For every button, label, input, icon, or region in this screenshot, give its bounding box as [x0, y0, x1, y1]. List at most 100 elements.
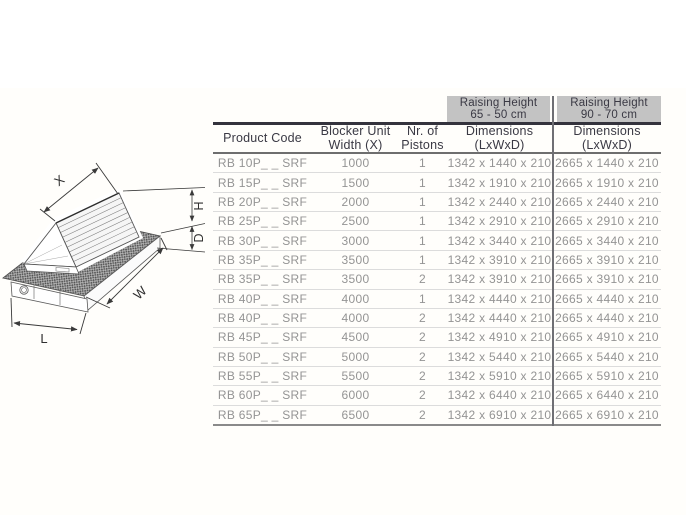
cell-product-code: RB 10P_ _ SRF — [217, 156, 308, 171]
table-row: RB 60P_ _ SRF 6000 2 1342 x 6440 x 210 2… — [213, 386, 661, 406]
cell-dimensions-65-50: 1342 x 5910 x 210 — [447, 369, 552, 384]
cell-dimensions-65-50: 1342 x 2440 x 210 — [447, 194, 552, 209]
cell-product-code: RB 40P_ _ SRF — [217, 311, 308, 326]
column-header-product-code: Product Code — [223, 130, 302, 145]
cell-blocker-unit-width: 6000 — [341, 388, 370, 403]
label-d: D — [192, 233, 206, 242]
cell-nr-of-pistons: 1 — [419, 194, 426, 209]
cell-dimensions-65-50: 1342 x 4440 x 210 — [447, 291, 552, 306]
table-row: RB 45P_ _ SRF 4500 2 1342 x 4910 x 210 2… — [213, 328, 661, 348]
dimension-h-d — [122, 187, 206, 253]
table-row: RB 40P_ _ SRF 4000 1 1342 x 4440 x 210 2… — [213, 290, 661, 309]
header-bottom-rule — [213, 152, 661, 154]
cell-nr-of-pistons: 1 — [419, 233, 426, 248]
dimension-w — [85, 237, 168, 309]
flap-ribs — [57, 197, 138, 263]
cell-product-code: RB 15P_ _ SRF — [217, 175, 308, 190]
cell-dimensions-90-70: 2665 x 1440 x 210 — [555, 156, 659, 171]
cell-dimensions-90-70: 2665 x 4440 x 210 — [555, 291, 659, 306]
cell-dimensions-65-50: 1342 x 4440 x 210 — [447, 311, 552, 326]
cell-blocker-unit-width: 5500 — [341, 369, 370, 384]
dimension-x — [39, 162, 119, 222]
cell-blocker-unit-width: 3000 — [341, 233, 370, 248]
cell-nr-of-pistons: 2 — [419, 272, 426, 287]
column-header-row: Product Code Blocker Unit Width (X) Nr. o… — [213, 124, 661, 152]
cell-product-code: RB 25P_ _ SRF — [217, 214, 308, 229]
cell-nr-of-pistons: 2 — [419, 388, 426, 403]
cell-nr-of-pistons: 1 — [419, 156, 426, 171]
label-w: W — [130, 283, 150, 303]
table-row: RB 55P_ _ SRF 5500 2 1342 x 5910 x 210 2… — [213, 367, 661, 387]
table-row: RB 65P_ _ SRF 6500 2 1342 x 6910 x 210 2… — [213, 406, 661, 427]
group-header-line1: Raising Height — [570, 96, 648, 109]
cell-blocker-unit-width: 4000 — [341, 311, 370, 326]
table-row: RB 30P_ _ SRF 3000 1 1342 x 3440 x 210 2… — [213, 231, 661, 251]
cell-blocker-unit-width: 3500 — [341, 252, 370, 267]
column-header-nr-of-pistons: Nr. of Pistons — [401, 124, 444, 152]
cell-blocker-unit-width: 2500 — [341, 214, 370, 229]
cell-dimensions-90-70: 2665 x 3910 x 210 — [555, 252, 659, 267]
cell-product-code: RB 30P_ _ SRF — [217, 233, 308, 248]
cell-nr-of-pistons: 2 — [419, 407, 426, 422]
cell-product-code: RB 35P_ _ SRF — [217, 252, 308, 267]
cell-product-code: RB 55P_ _ SRF — [217, 369, 308, 384]
group-header-line2: 90 - 70 cm — [580, 109, 638, 121]
raising-height-group-row: Raising Height 65 - 50 cm Raising Height… — [213, 96, 661, 122]
table-row: RB 40P_ _ SRF 4000 2 1342 x 4440 x 210 2… — [213, 309, 661, 329]
cell-dimensions-90-70: 2665 x 3440 x 210 — [555, 233, 659, 248]
cell-product-code: RB 50P_ _ SRF — [217, 349, 308, 364]
cell-product-code: RB 40P_ _ SRF — [217, 291, 308, 306]
table-body: RB 10P_ _ SRF 1000 1 1342 x 1440 x 210 2… — [213, 154, 661, 427]
cell-dimensions-65-50: 1342 x 1440 x 210 — [447, 156, 552, 171]
label-x: X — [51, 172, 67, 189]
cell-nr-of-pistons: 2 — [419, 311, 426, 326]
cell-dimensions-90-70: 2665 x 5910 x 210 — [555, 369, 659, 384]
label-l: L — [40, 331, 47, 346]
cell-dimensions-65-50: 1342 x 5440 x 210 — [447, 349, 552, 364]
cell-dimensions-90-70: 2665 x 3910 x 210 — [555, 272, 659, 287]
cell-dimensions-65-50: 1342 x 6440 x 210 — [447, 388, 552, 403]
group-header-line2: 65 - 50 cm — [470, 109, 527, 121]
cell-blocker-unit-width: 4000 — [341, 291, 370, 306]
cell-dimensions-65-50: 1342 x 4910 x 210 — [447, 330, 552, 345]
cell-product-code: RB 45P_ _ SRF — [217, 330, 308, 345]
table-top-rule — [213, 122, 661, 125]
cell-dimensions-90-70: 2665 x 6910 x 210 — [555, 407, 659, 422]
cell-product-code: RB 65P_ _ SRF — [217, 407, 308, 422]
dimension-l — [10, 297, 87, 335]
cell-blocker-unit-width: 2000 — [341, 194, 370, 209]
table-row: RB 50P_ _ SRF 5000 2 1342 x 5440 x 210 2… — [213, 348, 661, 367]
cell-blocker-unit-width: 1000 — [341, 156, 370, 171]
cell-dimensions-65-50: 1342 x 6910 x 210 — [447, 407, 552, 422]
column-header-blocker-unit-width: Blocker Unit Width (X) — [320, 124, 391, 152]
cell-dimensions-90-70: 2665 x 2440 x 210 — [555, 194, 659, 209]
table-row: RB 10P_ _ SRF 1000 1 1342 x 1440 x 210 2… — [213, 154, 661, 174]
cell-blocker-unit-width: 3500 — [341, 272, 370, 287]
group-header-line1: Raising Height — [459, 96, 538, 109]
table-row: RB 25P_ _ SRF 2500 1 1342 x 2910 x 210 2… — [213, 212, 661, 232]
cell-dimensions-90-70: 2665 x 6440 x 210 — [555, 388, 659, 403]
cell-dimensions-65-50: 1342 x 1910 x 210 — [447, 175, 552, 190]
cell-nr-of-pistons: 1 — [419, 252, 426, 267]
cell-dimensions-65-50: 1342 x 2910 x 210 — [447, 214, 552, 229]
column-header-dimensions-90-70: Dimensions (LxWxD) — [573, 124, 641, 152]
cell-product-code: RB 60P_ _ SRF — [217, 388, 308, 403]
cell-nr-of-pistons: 1 — [419, 175, 426, 190]
group-header-raising-height-90-70: Raising Height 90 - 70 cm — [557, 96, 661, 122]
group-header-spacer — [213, 96, 447, 122]
column-header-dimensions-65-50: Dimensions (LxWxD) — [465, 124, 534, 152]
cell-dimensions-90-70: 2665 x 4910 x 210 — [555, 330, 659, 345]
dimensions-column-divider — [552, 96, 554, 426]
table-row: RB 20P_ _ SRF 2000 1 1342 x 2440 x 210 2… — [213, 193, 661, 213]
cell-nr-of-pistons: 2 — [419, 349, 426, 364]
cell-nr-of-pistons: 2 — [419, 330, 426, 345]
table-row: RB 35P_ _ SRF 3500 1 1342 x 3910 x 210 2… — [213, 251, 661, 271]
cell-nr-of-pistons: 1 — [419, 214, 426, 229]
spec-table: Raising Height 65 - 50 cm Raising Height… — [213, 96, 661, 427]
group-header-raising-height-65-50: Raising Height 65 - 50 cm — [447, 96, 550, 122]
cell-nr-of-pistons: 2 — [419, 369, 426, 384]
cell-blocker-unit-width: 4500 — [341, 330, 370, 345]
cell-dimensions-65-50: 1342 x 3910 x 210 — [447, 272, 552, 287]
table-row: RB 15P_ _ SRF 1500 1 1342 x 1910 x 210 2… — [213, 173, 661, 193]
